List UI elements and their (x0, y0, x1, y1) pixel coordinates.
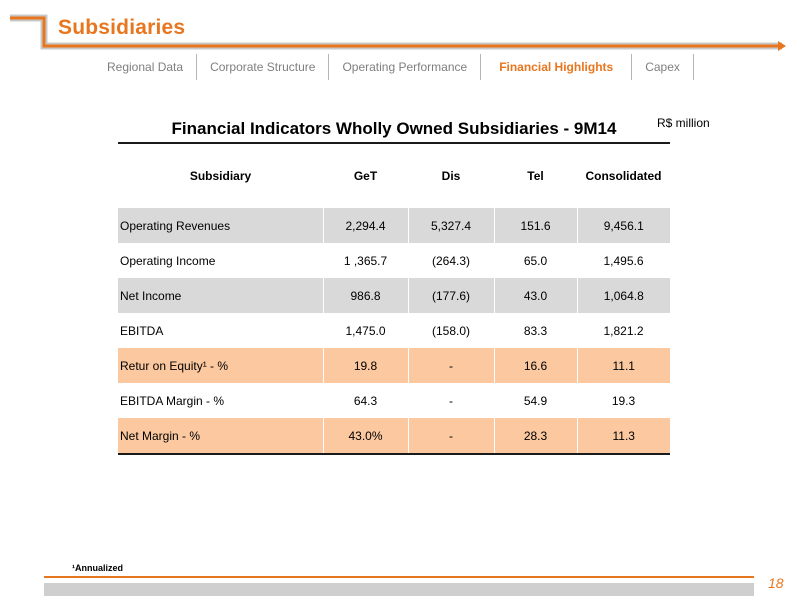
table-row: EBITDA Margin - % 64.3 - 54.9 19.3 (118, 383, 670, 418)
table-row: Retur on Equity¹ - % 19.8 - 16.6 11.1 (118, 348, 670, 383)
table-cell: 19.3 (611, 393, 636, 408)
tab-corporate-structure[interactable]: Corporate Structure (197, 54, 330, 80)
row-label: Operating Revenues (118, 208, 323, 243)
table-cell: 1 ,365.7 (343, 253, 388, 268)
table-cell: 2,294.4 (322, 208, 408, 243)
tab-financial-highlights[interactable]: Financial Highlights (481, 54, 633, 80)
table-cell: (264.3) (431, 253, 471, 268)
table-cell: 64.3 (353, 393, 378, 408)
table-cell: - (449, 393, 453, 408)
table-cell: 83.3 (523, 323, 548, 338)
column-header: Tel (527, 169, 544, 183)
table-cell: 151.6 (493, 208, 577, 243)
table-cell: 1,475.0 (345, 323, 386, 338)
table-cell: 1,495.6 (603, 253, 644, 268)
table-cell: 1,064.8 (576, 278, 670, 313)
row-label: Operating Income (120, 253, 216, 268)
table-row: EBITDA 1,475.0 (158.0) 83.3 1,821.2 (118, 313, 670, 348)
page-title: Subsidiaries (58, 16, 186, 39)
table-cell: 1,821.2 (603, 323, 644, 338)
table-cell: (177.6) (407, 278, 494, 313)
financial-indicators-table: Subsidiary GeT Dis Tel Consolidated Oper… (118, 144, 670, 455)
table-cell: 11.1 (576, 348, 670, 383)
table-header-row: Subsidiary GeT Dis Tel Consolidated (118, 144, 670, 208)
table-cell: - (407, 348, 494, 383)
table-top-rule (118, 142, 670, 144)
header-bracket-arrow (10, 14, 786, 51)
table-row: Operating Income 1 ,365.7 (264.3) 65.0 1… (118, 243, 670, 278)
row-label: Net Margin - % (118, 418, 323, 455)
column-header: Subsidiary (189, 169, 252, 183)
table-cell: 986.8 (322, 278, 408, 313)
footnote: ¹Annualized (72, 563, 123, 573)
table-cell: 9,456.1 (576, 208, 670, 243)
page-number: 18 (768, 575, 784, 591)
table-row: Net Margin - % 43.0% - 28.3 11.3 (118, 418, 670, 455)
column-header: GeT (353, 169, 378, 183)
table-row: Net Income 986.8 (177.6) 43.0 1,064.8 (118, 278, 670, 313)
column-header: Dis (441, 169, 461, 183)
table-cell: 28.3 (493, 418, 577, 455)
table-row: Operating Revenues 2,294.4 5,327.4 151.6… (118, 208, 670, 243)
table-cell: 54.9 (523, 393, 548, 408)
column-header: Consolidated (585, 169, 662, 183)
table-title: Financial Indicators Wholly Owned Subsid… (171, 119, 617, 138)
row-label: Retur on Equity¹ - % (118, 348, 323, 383)
table-cell: (158.0) (431, 323, 471, 338)
table-cell: 11.3 (576, 418, 670, 455)
row-label: Net Income (118, 278, 323, 313)
table-cell: 65.0 (523, 253, 548, 268)
table-cell: 5,327.4 (407, 208, 494, 243)
row-label: EBITDA (120, 323, 164, 338)
row-label: EBITDA Margin - % (120, 393, 225, 408)
tab-operating-performance[interactable]: Operating Performance (329, 54, 482, 80)
tab-regional-data[interactable]: Regional Data (94, 54, 198, 80)
table-cell: - (407, 418, 494, 455)
table-cell: 16.6 (493, 348, 577, 383)
tab-capex[interactable]: Capex (632, 54, 694, 80)
table-cell: 43.0 (493, 278, 577, 313)
table-cell: 43.0% (322, 418, 408, 455)
section-nav: Regional Data Corporate Structure Operat… (94, 54, 694, 80)
currency-unit-label: R$ million (657, 116, 710, 130)
table-cell: 19.8 (322, 348, 408, 383)
footer-bar (44, 583, 754, 596)
footer-accent-line (44, 576, 754, 578)
